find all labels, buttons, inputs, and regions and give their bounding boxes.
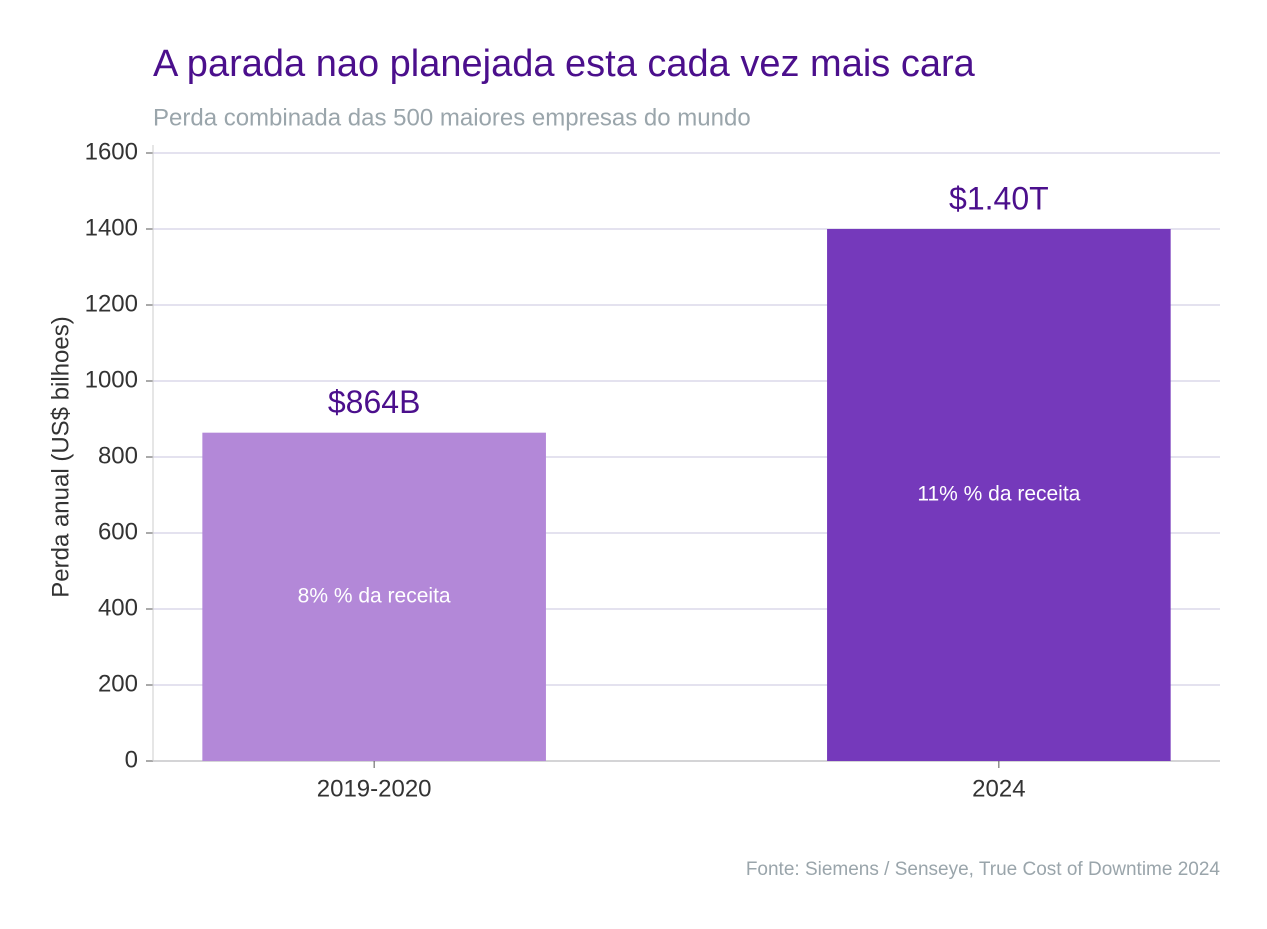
y-tick-label: 1600 xyxy=(85,138,138,165)
bar xyxy=(202,432,546,761)
y-tick-label: 600 xyxy=(98,518,138,545)
y-tick-label: 800 xyxy=(98,442,138,469)
bar xyxy=(827,229,1171,761)
y-tick-label: 400 xyxy=(98,594,138,621)
x-tick-label: 2024 xyxy=(972,775,1025,802)
inner-label: 11% % da receita xyxy=(917,483,1080,506)
y-tick-label: 200 xyxy=(98,670,138,697)
y-tick-label: 1200 xyxy=(85,290,138,317)
chart-title: A parada nao planejada esta cada vez mai… xyxy=(153,43,976,85)
y-tick-label: 0 xyxy=(125,746,138,773)
value-label: $864B xyxy=(328,384,421,420)
y-tick-label: 1400 xyxy=(85,214,138,241)
value-label: $1.40T xyxy=(949,180,1049,216)
chart-subtitle: Perda combinada das 500 maiores empresas… xyxy=(153,104,751,131)
y-axis-label: Perda anual (US$ bilhoes) xyxy=(47,316,74,598)
inner-label: 8% % da receita xyxy=(298,584,451,607)
y-tick-label: 1000 xyxy=(85,366,138,393)
x-tick-label: 2019-2020 xyxy=(317,775,432,802)
source-note: Fonte: Siemens / Senseye, True Cost of D… xyxy=(746,859,1221,880)
